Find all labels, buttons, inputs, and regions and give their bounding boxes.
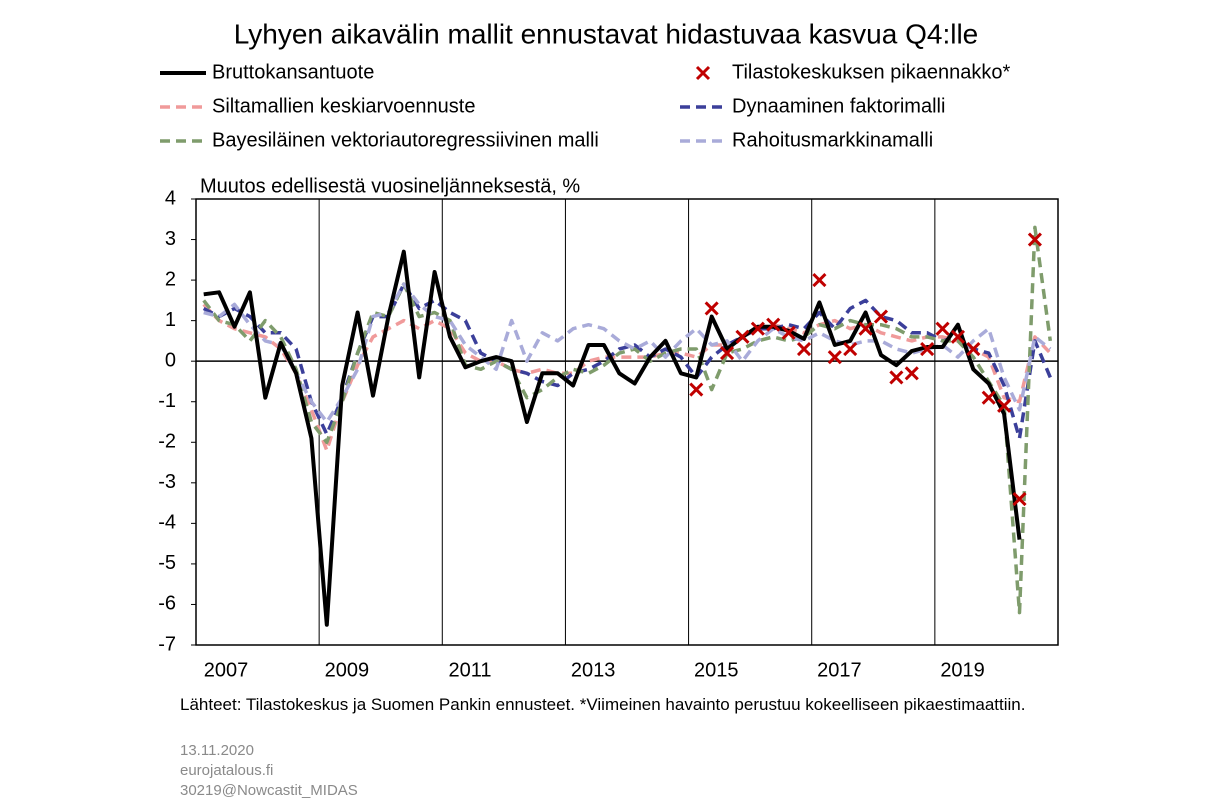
chart-title: Lyhyen aikavälin mallit ennustavat hidas…: [234, 18, 979, 49]
y-tick-label: 2: [165, 268, 176, 290]
legend-label: Rahoitusmarkkinamalli: [732, 129, 933, 151]
legend-label: Bayesiläinen vektoriautoregressiivinen m…: [212, 129, 599, 151]
flash-estimate-point: [935, 321, 950, 336]
y-tick-label: -7: [158, 633, 176, 655]
series-line: [202, 225, 1053, 615]
flash-estimate-point: [858, 321, 873, 336]
y-tick-label: 4: [165, 187, 176, 209]
x-tick-label: 2009: [325, 659, 370, 681]
y-tick-label: -3: [158, 471, 176, 493]
legend-label: Dynaaminen faktorimalli: [732, 95, 945, 117]
flash-estimate-point: [966, 341, 981, 357]
y-tick-label: -1: [158, 390, 176, 412]
flash-estimate-point: [889, 370, 904, 385]
flash-estimate-point: [796, 341, 812, 357]
y-tick-label: -6: [158, 593, 176, 615]
flash-estimate-point: [719, 346, 735, 361]
flash-estimate-point: [750, 321, 765, 336]
y-axis-label: Muutos edellisestä vuosineljänneksestä, …: [200, 175, 580, 197]
flash-estimate-point: [827, 350, 842, 365]
series-line: [203, 282, 1052, 424]
y-tick-label: 1: [165, 309, 176, 331]
legend-marker: [695, 65, 711, 81]
x-tick-label: 2007: [204, 659, 249, 681]
chart: Lyhyen aikavälin mallit ennustavat hidas…: [158, 18, 1059, 681]
x-tick-label: 2017: [817, 659, 862, 681]
flash-estimate-point: [735, 329, 750, 344]
flash-estimate-point: [873, 309, 889, 324]
x-tick-label: 2011: [448, 659, 491, 681]
y-tick-label: -4: [158, 512, 176, 534]
x-tick-label: 2019: [940, 659, 985, 681]
y-tick-label: 0: [165, 349, 176, 371]
date-note: 13.11.2020: [180, 742, 254, 759]
y-tick-label: 3: [165, 228, 176, 250]
legend-label: Tilastokeskuksen pikaennakko*: [732, 61, 1011, 83]
y-tick-label: -2: [158, 431, 176, 453]
source-note: Lähteet: Tilastokeskus ja Suomen Pankin …: [180, 695, 1026, 714]
x-tick-label: 2015: [694, 659, 739, 681]
series-line: [203, 249, 1022, 627]
code-note: 30219@Nowcastit_MIDAS: [180, 782, 358, 799]
y-tick-label: -5: [158, 552, 176, 574]
legend-label: Siltamallien keskiarvoennuste: [212, 95, 475, 117]
plot-frame: [195, 198, 1059, 646]
flash-estimate-point: [981, 390, 996, 405]
flash-estimate-point: [812, 273, 827, 288]
flash-estimate-point: [781, 325, 796, 340]
flash-estimate-point: [950, 329, 966, 344]
flash-estimate-point: [1012, 491, 1027, 507]
flash-estimate-point: [920, 341, 935, 357]
flash-estimate-point: [704, 301, 719, 316]
site-note: eurojatalous.fi: [180, 762, 274, 779]
flash-estimate-point: [904, 366, 919, 381]
flash-estimate-point: [997, 398, 1012, 413]
legend-label: Bruttokansantuote: [212, 61, 374, 83]
flash-estimate-point: [1027, 232, 1042, 247]
x-tick-label: 2013: [571, 659, 616, 681]
flash-estimate-point: [843, 341, 858, 357]
flash-estimate-point: [689, 382, 704, 397]
series-line: [202, 282, 1052, 440]
flash-estimate-point: [766, 317, 781, 332]
